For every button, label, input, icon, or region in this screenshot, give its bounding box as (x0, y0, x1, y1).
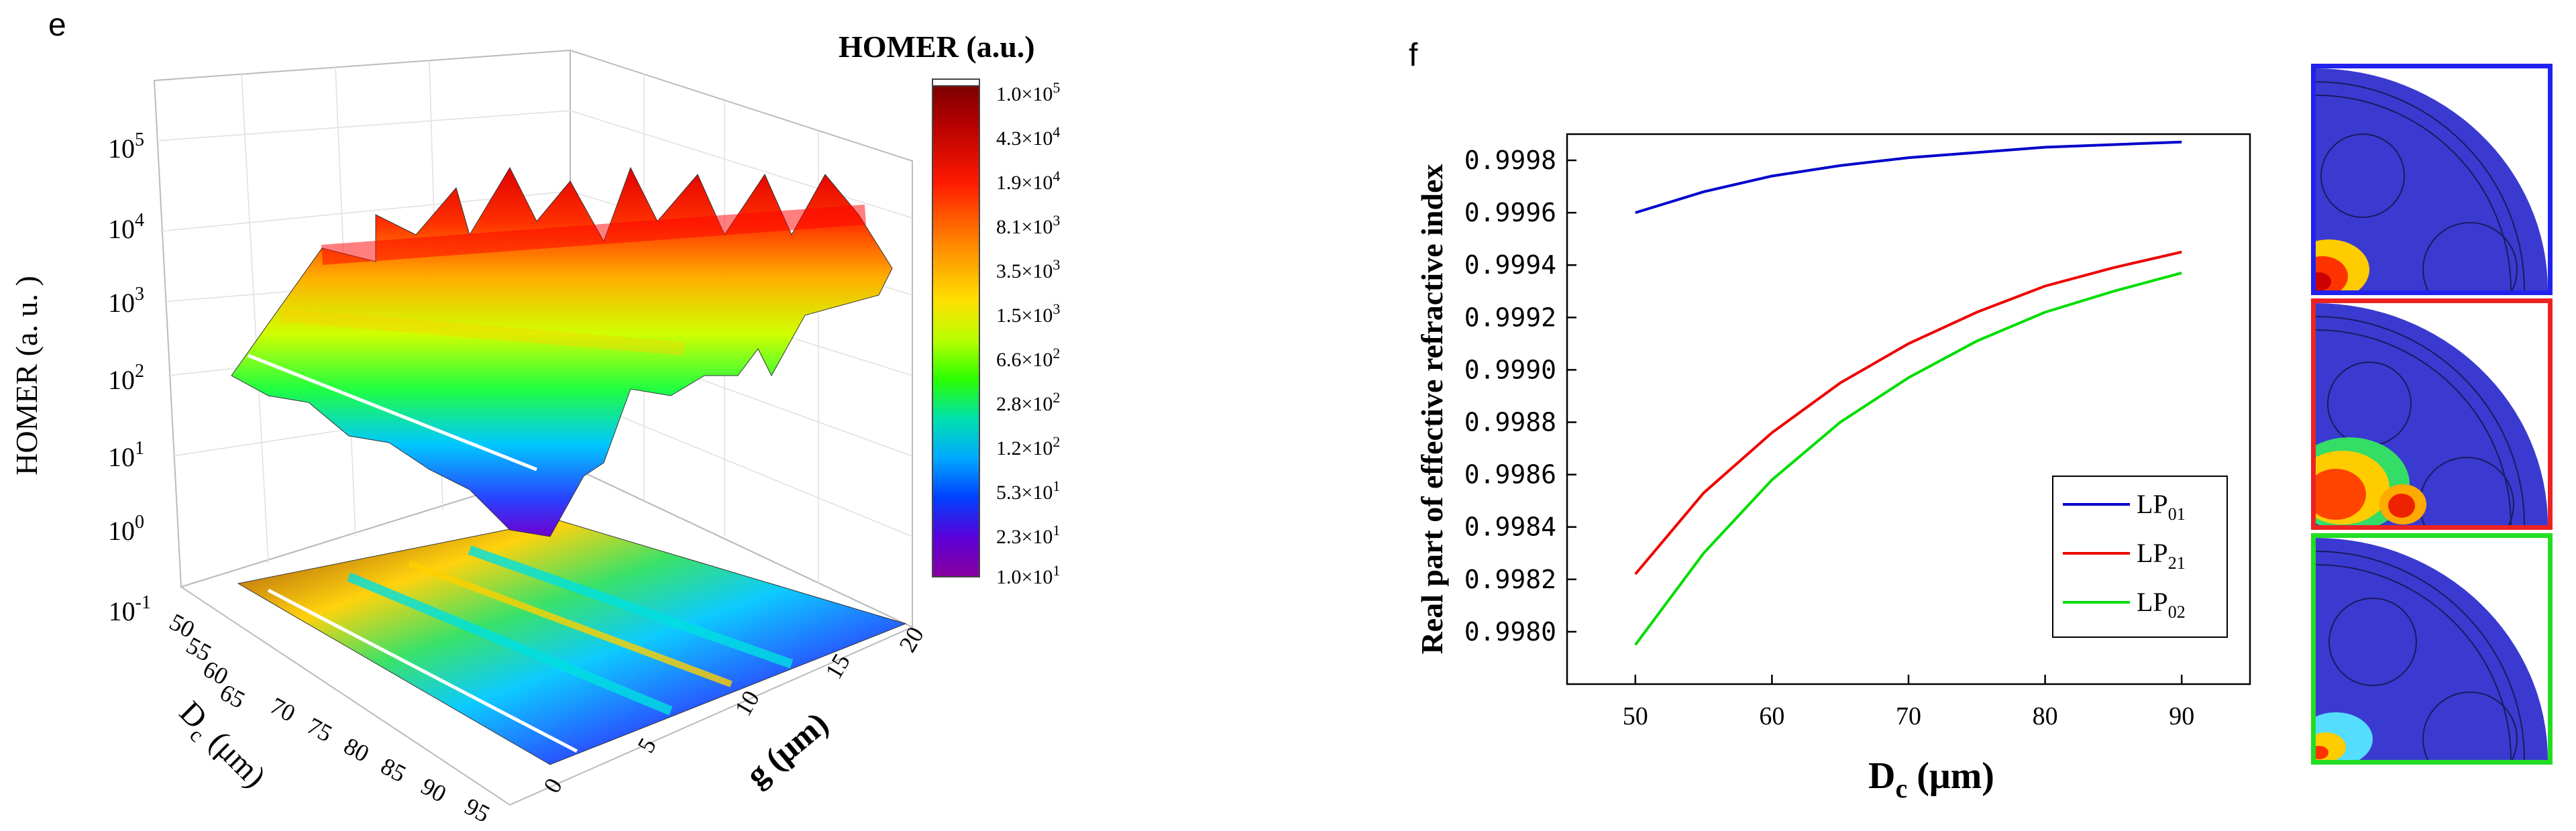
dc-tick: 90 (417, 773, 451, 808)
y-axis-title: Real part of effective refractive index (1415, 164, 1449, 655)
g-tick: 0 (538, 773, 568, 797)
floor-projection (237, 519, 907, 765)
colorbar-title: HOMER (a.u.) (839, 30, 1035, 64)
legend-item-lp21: LP21 (2063, 538, 2186, 573)
z-tick: 10-1 (109, 592, 151, 626)
line-chart: Real part of effective refractive index … (1415, 133, 2251, 804)
series-line-lp21 (1634, 250, 2182, 575)
series-line-lp01 (1635, 140, 2182, 215)
legend-item-lp01: LP01 (2063, 489, 2186, 524)
x-ticks: 50 60 70 80 90 (1623, 675, 2194, 730)
dc-tick: 80 (339, 732, 374, 767)
g-tick: 5 (632, 733, 661, 757)
homer-surface (231, 166, 893, 537)
x-tick-label: 50 (1623, 702, 1648, 730)
x-tick-label: 80 (2033, 702, 2058, 730)
colorbar-label: 6.6×102 (996, 345, 1060, 371)
y-tick-label: 0.9988 (1464, 408, 1556, 437)
colorbar-label: 1.2×102 (996, 433, 1060, 459)
colorbar-label: 1.5×103 (996, 300, 1060, 327)
x-tick-label: 90 (2169, 702, 2194, 730)
y-tick-label: 0.9980 (1464, 617, 1556, 647)
series-lines (1634, 140, 2182, 646)
panel-f-label: f (1409, 38, 1418, 73)
y-tick-label: 0.9992 (1464, 302, 1556, 332)
surface-plot-3d: HOMER (a. u. ) 105 104 103 102 101 100 1… (9, 30, 1060, 828)
colorbar-label: 5.3×101 (996, 478, 1060, 504)
z-tick: 102 (108, 361, 144, 395)
dc-tick: 95 (460, 793, 494, 828)
mode-image-lp01 (2311, 64, 2553, 295)
colorbar-cap (932, 78, 980, 87)
legend: LP01 LP21 LP02 (2052, 476, 2228, 638)
mode-field-lp21 (2316, 303, 2548, 525)
z-tick: 100 (108, 512, 144, 546)
z-tick: 101 (108, 438, 144, 472)
dc-tick: 70 (266, 692, 300, 727)
dc-tick: 75 (303, 712, 337, 747)
z-tick-labels: 105 104 103 102 101 100 10-1 (108, 129, 151, 626)
colorbar-label: 1.9×104 (996, 168, 1060, 194)
z-tick: 104 (108, 210, 144, 244)
x-tick-label: 60 (1759, 702, 1784, 730)
y-tick-label: 0.9990 (1464, 355, 1556, 384)
y-tick-label: 0.9996 (1464, 198, 1556, 227)
panel-e-label: e (48, 7, 66, 43)
y-tick-label: 0.9986 (1464, 460, 1556, 490)
g-tick: 20 (894, 622, 929, 657)
series-line-lp02 (1634, 272, 2182, 646)
y-tick-label: 0.9998 (1464, 146, 1556, 175)
mode-field-lp02 (2316, 538, 2548, 760)
z-axis-title: HOMER (a. u. ) (9, 276, 44, 476)
y-tick-label: 0.9994 (1464, 250, 1556, 280)
colorbar-label: 4.3×104 (996, 123, 1060, 150)
y-ticks: 0.9980 0.9982 0.9984 0.9986 0.9988 0.9990 0.99… (1464, 146, 1576, 647)
x-tick-label: 70 (1896, 702, 1921, 730)
z-tick: 103 (108, 284, 144, 318)
colorbar-label: 1.0×101 (996, 562, 1060, 588)
colorbar-label: 2.3×101 (996, 522, 1060, 548)
z-tick: 105 (108, 129, 144, 164)
dc-axis-title: Dc(μm) (169, 694, 273, 798)
colorbar-label: 3.5×103 (996, 256, 1060, 282)
svg-text:LP21: LP21 (2137, 538, 2186, 573)
colorbar-label: 8.1×103 (996, 212, 1060, 238)
x-axis-title: Dc (μm) (1868, 755, 1994, 804)
colorbar-label: 2.8×102 (996, 389, 1060, 415)
colorbar-labels: 1.0×105 4.3×104 1.9×104 8.1×103 3.5×103 … (996, 79, 1060, 588)
colorbar-label: 1.0×105 (996, 79, 1060, 105)
y-tick-label: 0.9982 (1464, 565, 1556, 594)
mode-field-lp01 (2316, 68, 2548, 290)
svg-text:LP02: LP02 (2137, 587, 2186, 622)
legend-item-lp02: LP02 (2063, 587, 2186, 622)
mode-image-lp02 (2311, 533, 2553, 765)
dc-tick: 85 (376, 753, 411, 787)
y-tick-label: 0.9984 (1464, 512, 1556, 542)
svg-text:LP01: LP01 (2137, 489, 2186, 524)
mode-image-lp21 (2311, 298, 2553, 530)
colorbar (932, 83, 980, 577)
